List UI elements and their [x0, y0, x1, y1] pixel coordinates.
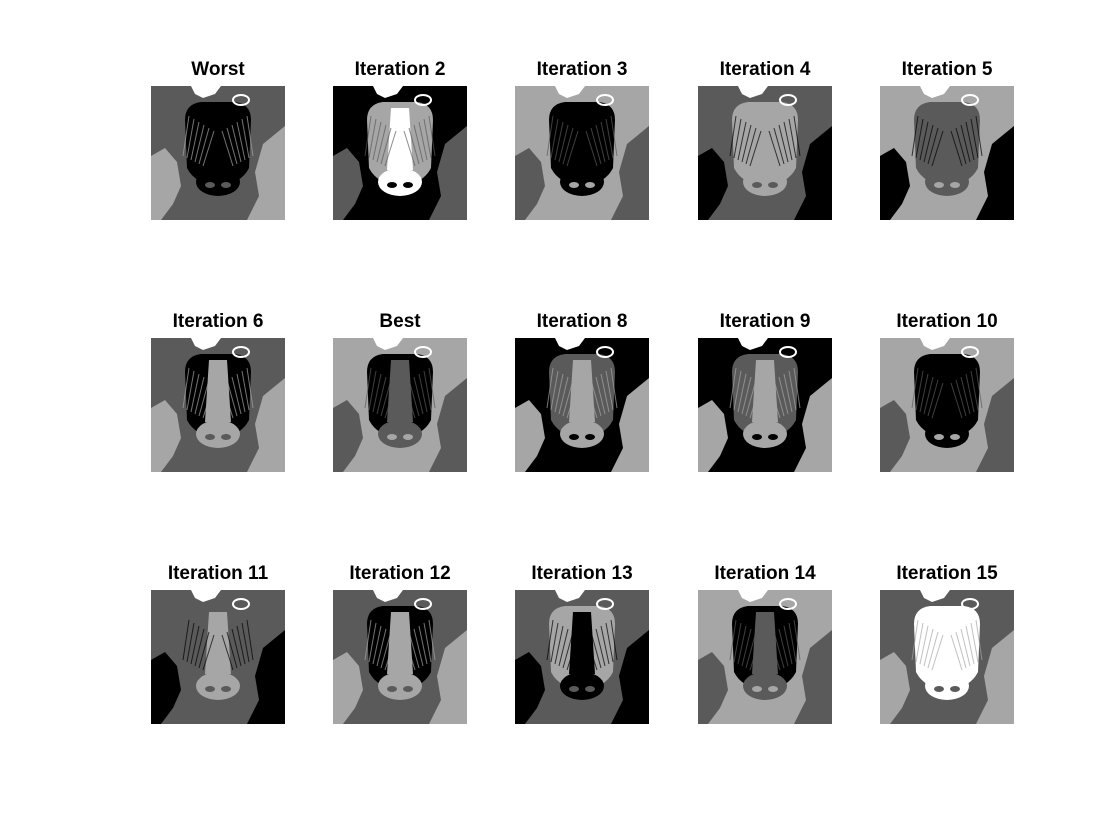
subplot-panel: Iteration 4: [698, 58, 832, 220]
subplot-title: Iteration 4: [719, 59, 811, 80]
subplot-title: Iteration 9: [719, 311, 811, 332]
subplot-panel: Iteration 13: [515, 562, 649, 724]
segmented-baboon-image: [515, 86, 649, 220]
segmented-baboon-image: [151, 86, 285, 220]
subplot-title: Iteration 10: [896, 311, 998, 332]
subplot-title: Iteration 13: [531, 563, 633, 584]
segmented-baboon-image: [698, 338, 832, 472]
segmented-baboon-image: [515, 590, 649, 724]
segmented-baboon-image: [515, 338, 649, 472]
subplot-panel: Iteration 3: [515, 58, 649, 220]
segmented-baboon-image: [333, 86, 467, 220]
segmented-baboon-image: [333, 338, 467, 472]
subplot-title: Iteration 6: [172, 311, 264, 332]
segmented-baboon-image: [151, 590, 285, 724]
subplot-title: Iteration 3: [536, 59, 628, 80]
subplot-title: Best: [379, 311, 421, 332]
subplot-panel: Iteration 12: [333, 562, 467, 724]
subplot-title: Iteration 2: [354, 59, 446, 80]
subplot-panel: Iteration 15: [880, 562, 1014, 724]
segmented-baboon-image: [333, 590, 467, 724]
subplot-panel: Best: [333, 310, 467, 472]
subplot-panel: Iteration 5: [880, 58, 1014, 220]
subplot-title: Worst: [191, 59, 245, 80]
subplot-title: Iteration 11: [167, 563, 269, 584]
subplot-panel: Worst: [151, 58, 285, 220]
subplot-title: Iteration 15: [896, 563, 998, 584]
subplot-panel: Iteration 6: [151, 310, 285, 472]
segmented-baboon-image: [151, 338, 285, 472]
subplot-panel: Iteration 11: [151, 562, 285, 724]
subplot-panel: Iteration 10: [880, 310, 1014, 472]
subplot-panel: Iteration 14: [698, 562, 832, 724]
subplot-panel: Iteration 2: [333, 58, 467, 220]
subplot-panel: Iteration 9: [698, 310, 832, 472]
subplot-title: Iteration 12: [349, 563, 451, 584]
subplot-title: Iteration 8: [536, 311, 628, 332]
subplot-panel: Iteration 8: [515, 310, 649, 472]
segmented-baboon-image: [880, 86, 1014, 220]
subplot-title: Iteration 5: [901, 59, 993, 80]
segmented-baboon-image: [880, 338, 1014, 472]
subplot-title: Iteration 14: [714, 563, 816, 584]
segmented-baboon-image: [880, 590, 1014, 724]
segmented-baboon-image: [698, 86, 832, 220]
segmented-baboon-image: [698, 590, 832, 724]
